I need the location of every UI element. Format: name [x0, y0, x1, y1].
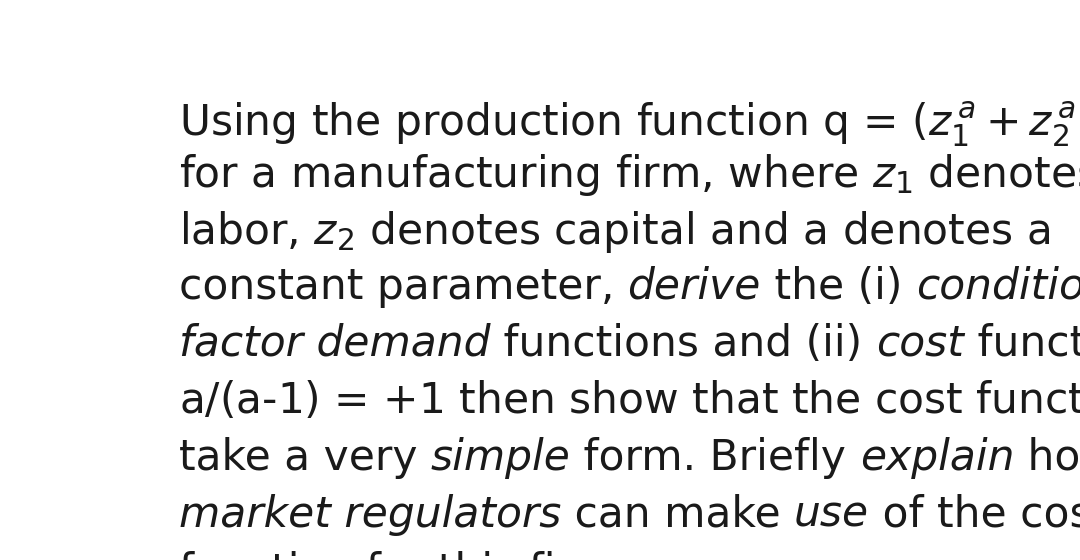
Text: function. If: function. If [963, 323, 1080, 365]
Text: for a manufacturing firm, where $z_1$ denotes: for a manufacturing firm, where $z_1$ de… [178, 152, 1080, 198]
Text: explain: explain [860, 437, 1014, 479]
Text: derive: derive [627, 266, 760, 308]
Text: function for this firm.: function for this firm. [178, 550, 626, 560]
Text: constant parameter,: constant parameter, [178, 266, 627, 308]
Text: can make: can make [561, 494, 794, 536]
Text: functions and (ii): functions and (ii) [490, 323, 876, 365]
Text: $\mathsf{a}$/$(\mathsf{a}$-1) = +1 then show that the cost function will: $\mathsf{a}$/$(\mathsf{a}$-1) = +1 then … [178, 380, 1080, 422]
Text: of the cost: of the cost [869, 494, 1080, 536]
Text: factor demand: factor demand [178, 323, 490, 365]
Text: take a very: take a very [178, 437, 431, 479]
Text: the (i): the (i) [760, 266, 916, 308]
Text: how: how [1014, 437, 1080, 479]
Text: use: use [794, 494, 869, 536]
Text: Using the production function q = $(z_1^{\,a} + z_2^{\,a})^{1/a}$: Using the production function q = $(z_1^… [178, 95, 1080, 149]
Text: cost: cost [876, 323, 963, 365]
Text: labor, $z_2$ denotes capital and $\mathsf{a}$ denotes a: labor, $z_2$ denotes capital and $\maths… [178, 209, 1050, 255]
Text: simple: simple [431, 437, 570, 479]
Text: market regulators: market regulators [178, 494, 561, 536]
Text: conditional: conditional [916, 266, 1080, 308]
Text: form. Briefly: form. Briefly [570, 437, 860, 479]
